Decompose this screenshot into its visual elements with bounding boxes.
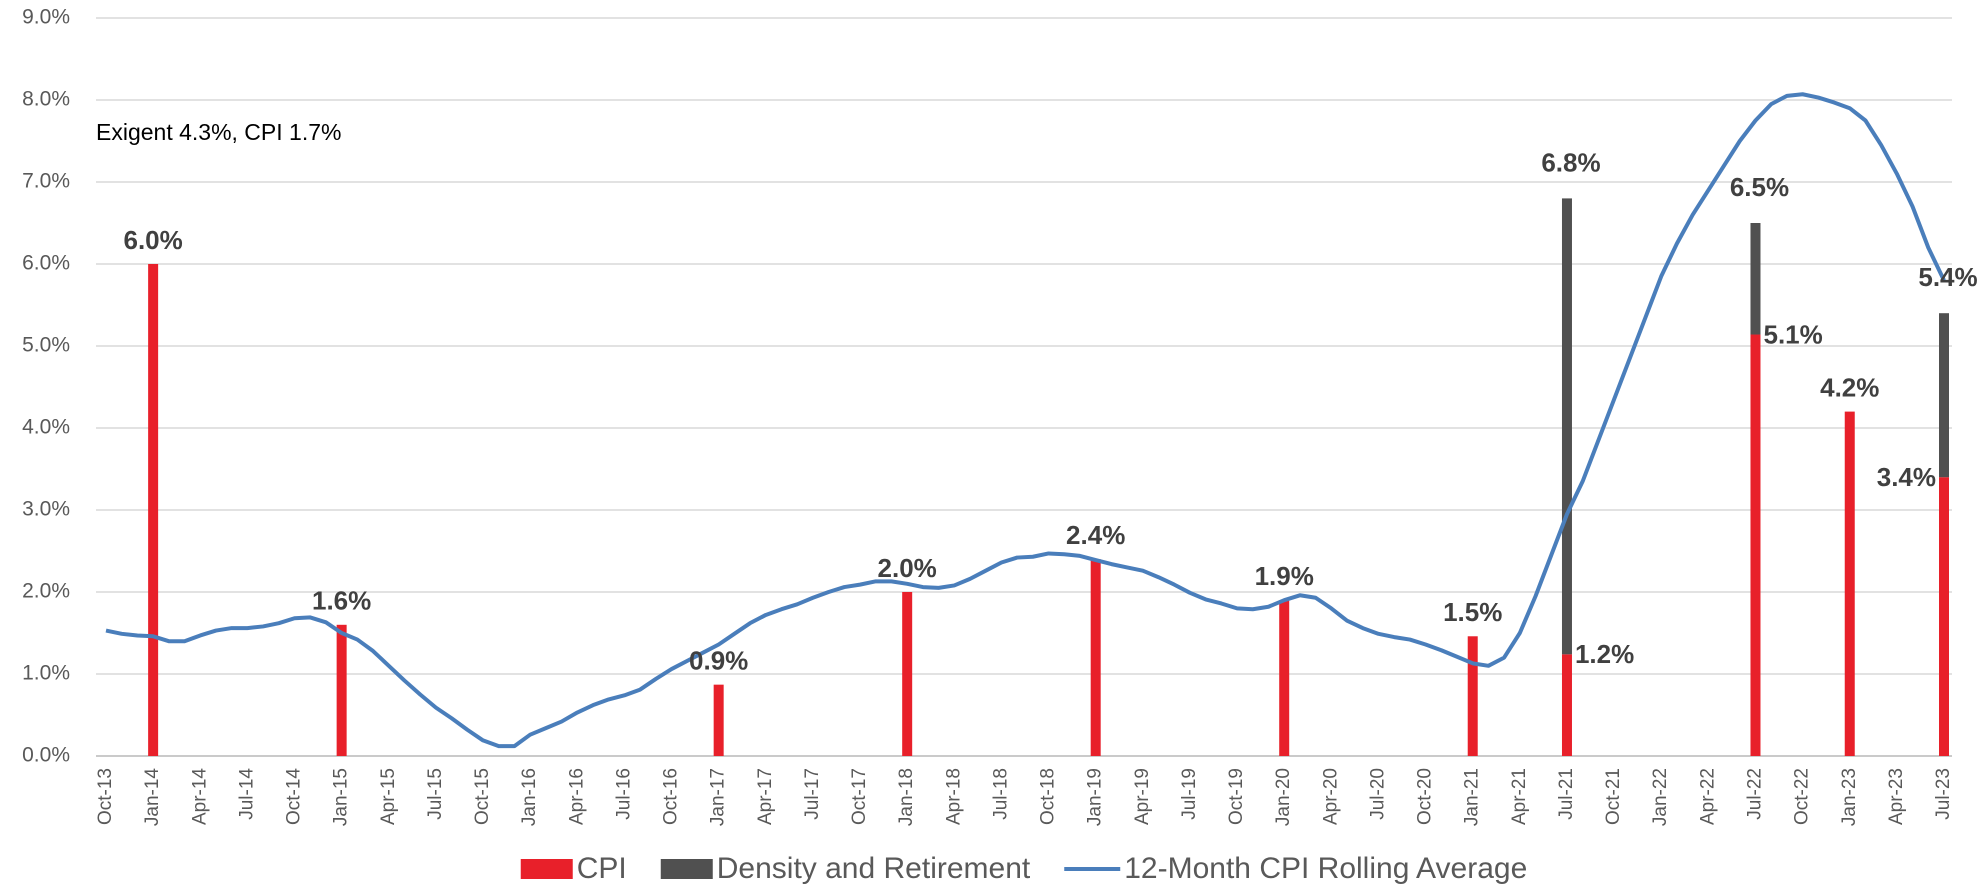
legend-label: CPI [577, 852, 627, 885]
bar [336, 624, 347, 756]
x-tick-label: Apr-20 [1320, 768, 1341, 825]
legend-label: 12-Month CPI Rolling Average [1124, 852, 1527, 885]
x-tick-label: Jan-19 [1085, 768, 1106, 826]
x-tick-label: Jan-16 [519, 768, 540, 826]
legend: CPI Density and Retirement 12-Month CPI Ro… [520, 852, 1527, 885]
x-tick-label: Jan-23 [1839, 768, 1860, 826]
x-tick-label: Jul-19 [1179, 768, 1200, 820]
x-tick-label: Jul-20 [1367, 768, 1388, 820]
x-tick-label: Jan-17 [708, 768, 729, 826]
bar [148, 264, 159, 756]
bar [1279, 600, 1290, 756]
x-tick-label: Jan-14 [142, 768, 163, 827]
labels: 0.0% 1.0% 2.0% 3.0% 4.0% 5.0% 6.0% 7.0% 8.0% 9.0%… [22, 6, 1978, 827]
x-tick-label: Jan-22 [1650, 768, 1671, 826]
x-tick-label: Apr-15 [378, 768, 399, 825]
x-tick-label: Oct-19 [1226, 768, 1247, 825]
total-label: 6.8% [1541, 147, 1600, 177]
y-tick-label: 0.0% [22, 744, 70, 767]
y-tick-label: 4.0% [22, 416, 70, 439]
bar [1090, 559, 1101, 756]
x-tick-label: Jul-16 [613, 768, 634, 820]
x-tick-label: Apr-17 [755, 768, 776, 825]
x-tick-label: Apr-21 [1509, 768, 1530, 825]
bar [1750, 223, 1761, 335]
x-tick-label: Oct-18 [1038, 768, 1059, 825]
y-tick-label: 8.0% [22, 88, 70, 111]
y-tick-label: 7.0% [22, 170, 70, 193]
x-tick-label: Jan-18 [896, 768, 917, 826]
x-tick-label: Oct-16 [661, 768, 682, 825]
y-tick-label: 1.0% [22, 662, 70, 685]
x-tick-label: Jul-17 [802, 768, 823, 820]
grid [96, 17, 1952, 757]
x-tick-label: Jul-21 [1556, 768, 1577, 820]
x-tick-label: Oct-14 [284, 768, 305, 825]
x-tick-label: Jan-20 [1273, 768, 1294, 826]
x-tick-label: Oct-21 [1603, 768, 1624, 825]
data-label: 1.6% [312, 586, 371, 616]
x-tick-label: Apr-16 [566, 768, 587, 825]
y-tick-label: 2.0% [22, 580, 70, 603]
data-label: 3.4% [1877, 462, 1936, 492]
total-label: 5.4% [1918, 262, 1977, 292]
data-label: 1.9% [1255, 561, 1314, 591]
y-tick-label: 3.0% [22, 498, 70, 521]
x-tick-label: Jul-14 [236, 768, 257, 820]
data-label: 2.0% [878, 553, 937, 583]
x-tick-label: Jul-15 [425, 768, 446, 820]
legend-swatch [660, 859, 713, 879]
data-label: 1.2% [1575, 639, 1634, 669]
bar [1750, 334, 1761, 756]
data-label: 6.0% [123, 225, 182, 255]
bar [1939, 313, 1949, 478]
bars [148, 198, 1949, 756]
line [105, 92, 1946, 749]
legend-item: 12-Month CPI Rolling Average [1064, 852, 1527, 885]
legend-item: CPI [520, 852, 627, 885]
x-tick-label: Jul-18 [990, 768, 1011, 820]
x-tick-label: Oct-15 [472, 768, 493, 825]
x-tick-label: Oct-13 [95, 768, 116, 825]
bar [1467, 636, 1478, 756]
x-tick-label: Oct-17 [849, 768, 870, 825]
x-tick-label: Oct-22 [1792, 768, 1813, 825]
bar [713, 684, 724, 756]
data-label: 4.2% [1820, 372, 1879, 402]
data-label: 5.1% [1763, 319, 1822, 349]
legend-swatch [520, 859, 573, 879]
x-tick-label: Jan-21 [1462, 768, 1483, 826]
total-label: 6.5% [1730, 172, 1789, 202]
data-label: 2.4% [1066, 520, 1125, 550]
x-tick-label: Jul-23 [1933, 768, 1954, 820]
bar [1844, 411, 1855, 756]
x-tick-label: Apr-18 [943, 768, 964, 825]
y-tick-label: 6.0% [22, 252, 70, 275]
x-tick-label: Apr-23 [1886, 768, 1907, 825]
x-tick-label: Jan-15 [331, 768, 352, 826]
legend-item: Density and Retirement [660, 852, 1031, 885]
x-tick-label: Jul-22 [1745, 768, 1766, 820]
data-label: 0.9% [689, 646, 748, 676]
y-tick-label: 5.0% [22, 334, 70, 357]
bar [1561, 654, 1572, 756]
x-tick-label: Apr-19 [1132, 768, 1153, 825]
bar [1939, 477, 1949, 756]
bar [1561, 198, 1572, 655]
legend-label: Density and Retirement [717, 852, 1031, 885]
x-tick-label: Apr-14 [189, 768, 210, 825]
y-tick-label: 9.0% [22, 6, 70, 29]
x-tick-label: Oct-20 [1415, 768, 1436, 825]
bar [902, 592, 913, 756]
x-tick-label: Apr-22 [1697, 768, 1718, 825]
data-label: 1.5% [1443, 597, 1502, 627]
lines [105, 92, 1946, 749]
annotation: Exigent 4.3%, CPI 1.7% [96, 119, 341, 145]
